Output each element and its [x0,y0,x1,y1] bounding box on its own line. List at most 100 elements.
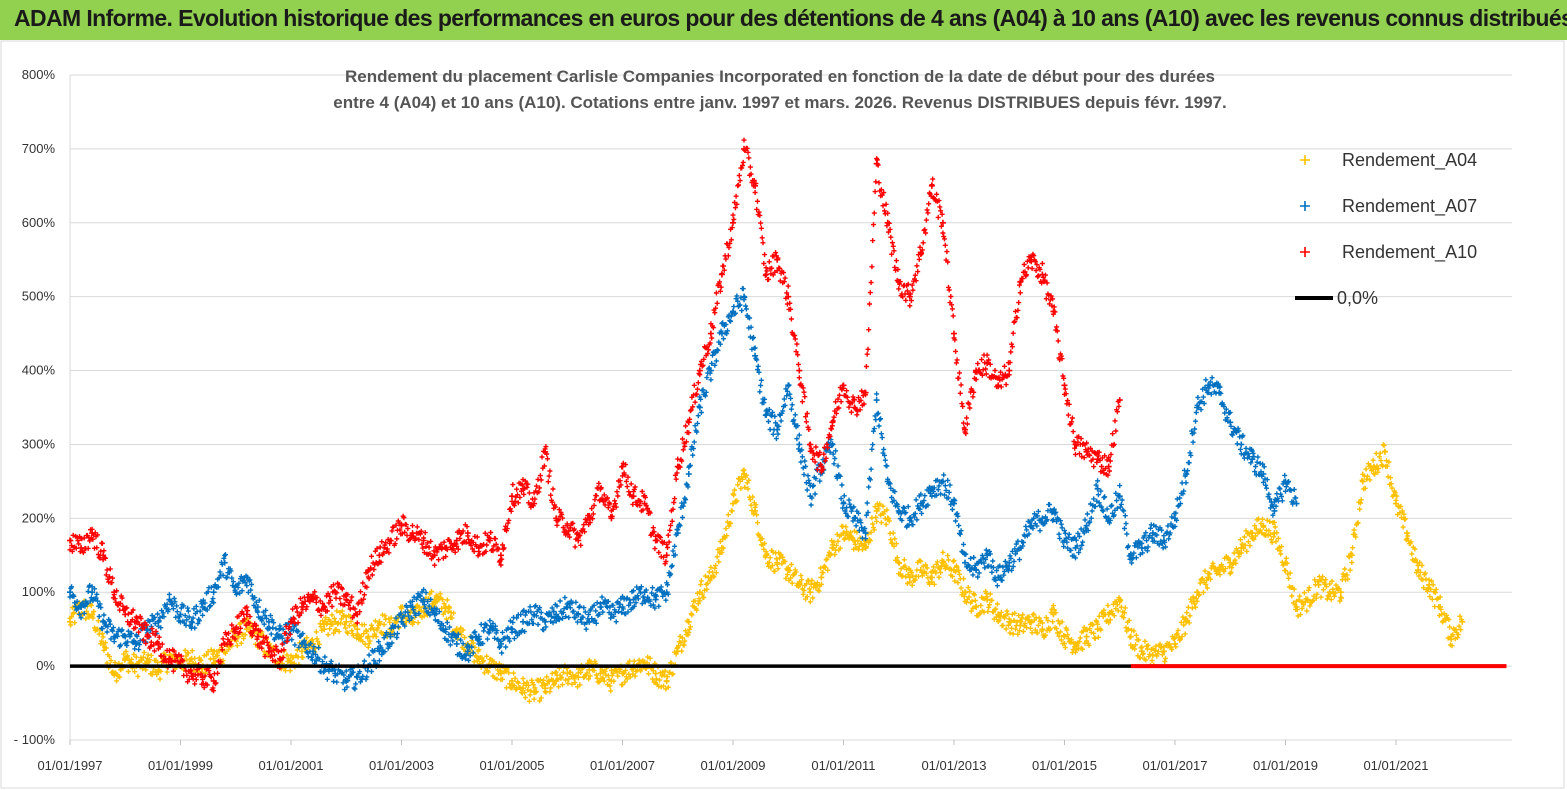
data-point [343,677,350,684]
data-point [928,182,935,189]
data-point [210,677,217,684]
data-point [995,611,1002,618]
data-point [420,537,427,544]
data-point [409,618,416,625]
data-point [232,589,239,596]
data-point [1437,604,1444,610]
data-point [265,648,272,655]
x-tick-label: 01/01/2017 [1142,758,1207,773]
data-point [862,389,869,396]
data-point [1017,544,1024,551]
y-tick-label: 600% [22,215,56,230]
data-point [287,618,294,625]
data-point [950,330,957,337]
data-point [1083,633,1090,640]
data-point [354,611,361,618]
data-point [122,633,129,640]
data-point [729,219,736,226]
data-point [265,618,272,625]
series-Rendement_A07 [67,286,1300,693]
data-point [884,219,891,226]
data-point [67,537,73,544]
y-tick-label: 500% [22,289,56,304]
data-point [1183,471,1190,477]
data-point [785,382,792,389]
report-title: ADAM Informe. Evolution historique des p… [14,5,1567,31]
data-point [1249,530,1256,537]
data-point [608,515,615,522]
data-point [497,670,504,677]
data-point [1282,559,1289,566]
data-point [221,559,228,566]
data-point [542,685,549,692]
data-point [906,515,913,522]
data-point [464,530,471,537]
data-point [1006,618,1013,625]
data-point [1017,622,1024,629]
data-point [575,611,582,618]
data-point [144,626,151,633]
data-point [1227,419,1234,426]
data-point [774,559,781,566]
data-point [763,271,770,278]
data-point [1050,308,1057,315]
data-point [718,544,725,551]
data-point [299,640,306,647]
data-point [133,640,140,647]
data-point [398,522,405,529]
y-tick-label: 700% [22,141,56,156]
data-point [1083,448,1090,455]
data-point [122,655,129,662]
data-point [1039,515,1046,522]
data-point [1348,552,1355,559]
data-point [939,478,946,485]
data-point [575,674,582,681]
data-point [873,160,880,167]
data-point [575,537,582,544]
x-tick-label: 01/01/2007 [590,758,655,773]
data-point [531,688,538,695]
data-point [906,574,913,581]
data-point [1216,389,1223,396]
data-point [1271,507,1278,514]
chart-title-line-2: entre 4 (A04) et 10 ans (A10). Cotations… [333,93,1227,112]
data-point [1326,589,1333,596]
y-tick-label: 0% [36,658,55,673]
data-point [354,626,361,633]
data-point [840,530,847,537]
data-point [1138,544,1145,551]
data-point [630,493,637,500]
data-point [453,640,460,647]
data-point [950,500,957,507]
data-point [111,633,118,640]
data-point [199,604,206,610]
data-point [188,670,195,677]
data-point [442,604,449,610]
data-point [707,330,714,337]
data-point [188,618,195,625]
data-point [796,441,803,448]
x-tick-label: 01/01/2003 [369,758,434,773]
data-point [1127,552,1134,559]
data-point [553,677,560,684]
data-point [78,544,85,551]
data-point [1105,515,1112,522]
data-point [531,611,538,618]
data-point [796,367,803,374]
data-point [752,182,759,189]
data-point [343,596,350,603]
data-point [696,404,703,411]
data-point [1171,640,1178,647]
data-point [840,500,847,507]
data-point [1238,544,1245,551]
data-point [376,618,383,625]
data-point [1072,640,1079,647]
x-tick-label: 01/01/2005 [479,758,544,773]
data-point [984,360,991,367]
data-point [321,604,328,610]
data-point [641,589,648,596]
data-point [785,567,792,574]
data-point [453,626,460,633]
data-point [1160,537,1167,544]
data-point [1039,626,1046,633]
